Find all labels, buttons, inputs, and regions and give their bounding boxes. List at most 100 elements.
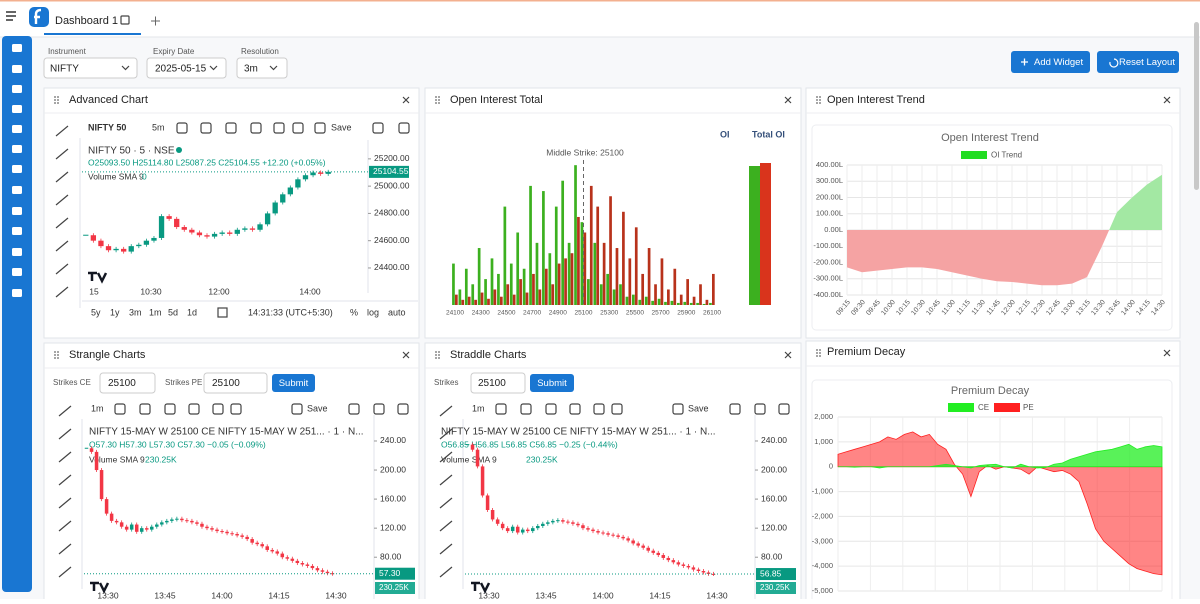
drawing-tool[interactable] [55,263,69,275]
drawing-tool[interactable] [439,405,453,417]
close-icon[interactable] [1163,349,1171,357]
toolbar-icon[interactable] [593,403,605,415]
toolbar-icon[interactable] [212,403,224,415]
sidebar-icon[interactable] [12,289,22,297]
toolbar-icon[interactable] [729,403,741,415]
submit-button[interactable] [272,374,315,392]
drawing-tool[interactable] [58,405,72,417]
toolbar-icon[interactable] [372,122,384,134]
save-button[interactable]: Save [307,403,328,413]
sidebar-icon[interactable] [12,125,22,133]
sidebar-icon[interactable] [12,165,22,173]
tab-label[interactable]: Dashboard 1 [55,15,118,27]
toolbar-icon[interactable] [273,122,285,134]
toolbar-icon[interactable] [373,403,385,415]
drawing-tool[interactable] [55,217,69,229]
scrollbar[interactable] [1194,22,1199,190]
range-button[interactable]: 1y [110,307,120,317]
drawing-tool[interactable] [439,543,453,555]
scale-option[interactable]: log [367,307,379,317]
sidebar-icon[interactable] [12,227,22,235]
toolbar-icon[interactable] [176,122,188,134]
drawing-tool[interactable] [439,451,453,463]
drawing-tool[interactable] [58,451,72,463]
toolbar-icon[interactable] [545,403,557,415]
close-icon[interactable] [784,96,792,104]
drawing-tool[interactable] [58,428,72,440]
menu-icon[interactable] [6,11,16,21]
toolbar-icon[interactable] [520,403,532,415]
reset-layout-button[interactable] [1097,51,1179,73]
interval[interactable]: 1m [472,403,485,413]
drawing-tool[interactable] [439,497,453,509]
interval[interactable]: 1m [91,403,104,413]
add-tab[interactable] [151,16,160,26]
drawing-tool[interactable] [439,474,453,486]
drawing-tool[interactable] [58,543,72,555]
sidebar-icon[interactable] [12,145,22,153]
toolbar-icon[interactable] [250,122,262,134]
strike-ce-select[interactable] [99,372,156,394]
sidebar-icon[interactable] [12,268,22,276]
drawing-tool[interactable] [439,520,453,532]
scale-option[interactable]: auto [388,307,406,317]
toolbar-icon[interactable] [139,403,151,415]
toolbar-icon[interactable] [200,122,212,134]
toolbar-icon[interactable] [569,403,581,415]
close-icon[interactable] [784,351,792,359]
drawing-tool[interactable] [55,148,69,160]
drawing-tool[interactable] [439,566,453,578]
edit-icon[interactable] [120,15,130,25]
toolbar-icon[interactable] [230,403,242,415]
interval[interactable]: 5m [152,122,165,132]
drawing-tool[interactable] [58,497,72,509]
toolbar-icon[interactable] [188,403,200,415]
strike-select[interactable] [470,372,526,394]
drawing-tool[interactable] [58,520,72,532]
strike-pe-select[interactable] [203,372,268,394]
toolbar-icon[interactable] [114,403,126,415]
toolbar-icon[interactable] [348,403,360,415]
close-icon[interactable] [402,96,410,104]
toolbar-icon[interactable] [754,403,766,415]
range-button[interactable]: 3m [129,307,142,317]
toolbar-icon[interactable] [291,403,303,415]
sidebar-icon[interactable] [12,105,22,113]
save-button[interactable]: Save [688,403,709,413]
close-icon[interactable] [1163,96,1171,104]
range-button[interactable]: 5d [168,307,178,317]
drawing-tool[interactable] [439,428,453,440]
add-widget-button[interactable] [1011,51,1090,73]
close-icon[interactable] [402,351,410,359]
sidebar-icon[interactable] [12,248,22,256]
sidebar-icon[interactable] [12,207,22,215]
drawing-tool[interactable] [58,474,72,486]
drawing-tool[interactable] [55,171,69,183]
drawing-tool[interactable] [55,194,69,206]
scale-option[interactable]: % [350,307,358,317]
drawing-tool[interactable] [55,125,69,137]
toolbar-icon[interactable] [611,403,623,415]
toolbar-icon[interactable] [672,403,684,415]
toolbar-icon[interactable] [397,403,409,415]
instrument-select[interactable] [43,57,138,79]
toolbar-icon[interactable] [495,403,507,415]
resolution-select[interactable] [236,57,288,79]
symbol[interactable]: NIFTY 50 [88,122,126,132]
toolbar-icon[interactable] [778,403,790,415]
expiry-select[interactable] [146,57,227,79]
drawing-tool[interactable] [55,240,69,252]
range-button[interactable]: 5y [91,307,101,317]
toolbar-icon[interactable] [292,122,304,134]
toolbar-icon[interactable] [164,403,176,415]
toolbar-icon[interactable] [398,122,410,134]
toolbar-icon[interactable] [314,122,326,134]
sidebar-icon[interactable] [12,44,22,52]
range-button[interactable]: 1m [149,307,162,317]
drawing-tool[interactable] [55,286,69,298]
sidebar-icon[interactable] [12,85,22,93]
save-button[interactable]: Save [331,122,352,132]
sidebar-icon[interactable] [12,186,22,194]
range-button[interactable]: 1d [187,307,197,317]
sidebar-icon[interactable] [12,65,22,73]
